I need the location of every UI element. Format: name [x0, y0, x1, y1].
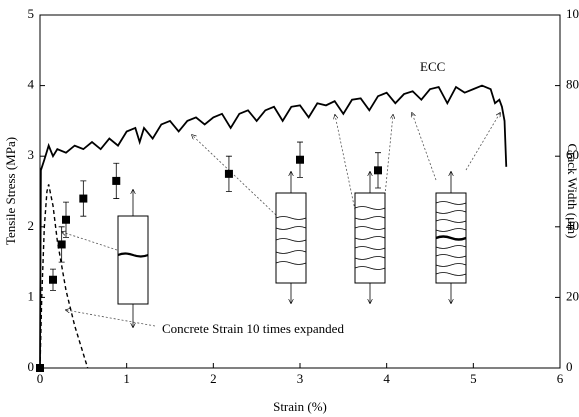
- x-tick-label: 2: [210, 371, 217, 386]
- point: [57, 240, 66, 249]
- x-tick-label: 5: [470, 371, 477, 386]
- x-tick-label: 1: [123, 371, 130, 386]
- y2-tick-label: 80: [566, 77, 579, 92]
- point: [79, 194, 88, 203]
- point: [296, 155, 304, 164]
- y-tick-label: 0: [28, 359, 35, 374]
- y2-axis-label: Crack Width (μm): [565, 143, 579, 238]
- y-axis-label: Tensile Stress (MPa): [3, 137, 18, 245]
- y2-tick-label: 20: [566, 288, 579, 303]
- point: [36, 364, 44, 372]
- y2-tick-label: 100: [566, 6, 579, 21]
- plot-frame: [39, 14, 561, 369]
- y-tick-label: 5: [28, 6, 35, 21]
- concrete-annotation: Concrete Strain 10 times expanded: [162, 321, 344, 336]
- point: [224, 169, 233, 178]
- y2-tick-label: 40: [566, 218, 579, 233]
- y-tick-label: 1: [28, 288, 35, 303]
- y-tick-label: 2: [28, 218, 35, 233]
- x-tick-label: 0: [37, 371, 44, 386]
- y2-tick-label: 60: [566, 147, 579, 162]
- point: [374, 166, 382, 175]
- point: [62, 215, 70, 224]
- annotation-pointers: [62, 113, 500, 327]
- y-tick-label: 4: [28, 77, 35, 92]
- y-tick-label: 3: [28, 147, 35, 162]
- crack-pattern-insets: [117, 172, 467, 327]
- x-axis-label: Strain (%): [273, 399, 327, 414]
- ecc-annotation: ECC: [420, 59, 445, 74]
- x-tick-label: 4: [383, 371, 390, 386]
- line-series: [39, 84, 508, 369]
- point: [112, 176, 121, 185]
- x-tick-label: 6: [557, 371, 564, 386]
- y2-tick-label: 0: [566, 359, 573, 374]
- x-tick-label: 3: [297, 371, 304, 386]
- line-series: [39, 184, 89, 369]
- point: [49, 275, 57, 284]
